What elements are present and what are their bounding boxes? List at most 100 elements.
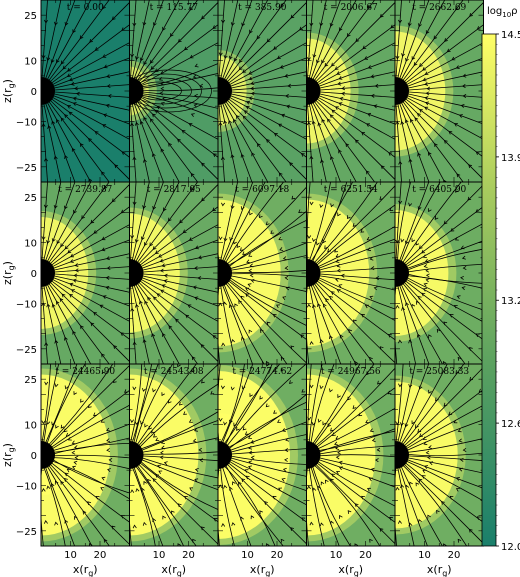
field-arrow — [339, 96, 344, 101]
field-arrow — [290, 14, 295, 19]
field-arrow — [460, 245, 465, 250]
field-arrow — [134, 303, 139, 308]
field-arrow — [306, 57, 311, 61]
field-arrow — [322, 239, 326, 244]
field-arrow — [178, 401, 183, 406]
field-arrow — [135, 56, 139, 61]
field-arrow — [143, 116, 147, 121]
field-line — [400, 101, 446, 182]
field-line — [44, 364, 78, 444]
field-arrow — [44, 342, 49, 346]
field-line — [137, 463, 218, 545]
field-arrow — [163, 207, 167, 212]
field-line — [395, 0, 402, 80]
field-arrow — [240, 206, 245, 211]
field-arrow — [194, 245, 199, 250]
field-arrow — [337, 394, 341, 399]
field-line — [398, 102, 430, 182]
field-arrow — [457, 428, 462, 433]
field-line — [228, 276, 307, 313]
field-arrow — [152, 205, 157, 210]
field-arrow — [341, 91, 345, 96]
field-arrow — [107, 94, 112, 99]
field-arrow — [352, 319, 357, 324]
field-arrow — [120, 332, 125, 337]
field-line — [229, 434, 307, 453]
field-arrow — [401, 306, 405, 311]
field-line — [218, 284, 221, 364]
field-arrow — [444, 38, 448, 42]
field-arrow — [212, 207, 216, 212]
x-axis-label: x(rg) — [427, 563, 452, 577]
field-arrow — [278, 236, 283, 241]
field-arrow — [248, 450, 253, 455]
field-line — [311, 182, 354, 263]
field-line — [227, 279, 307, 341]
field-arrow — [144, 300, 148, 305]
field-lines — [218, 182, 307, 364]
field-line — [228, 401, 307, 450]
y-axis-label: z(rg) — [1, 261, 16, 285]
field-arrow — [142, 205, 147, 210]
field-arrow — [239, 58, 243, 63]
field-line — [314, 367, 395, 447]
field-arrow — [79, 143, 84, 147]
field-arrow — [289, 380, 293, 384]
field-arrow — [312, 238, 316, 243]
field-arrow — [415, 482, 420, 487]
field-arrow — [200, 526, 205, 531]
field-arrow — [44, 157, 49, 162]
black-hole — [395, 441, 409, 469]
field-line — [131, 0, 150, 80]
field-arrow — [101, 369, 106, 374]
field-arrow — [73, 391, 78, 396]
field-arrow — [270, 230, 275, 234]
field-line — [46, 283, 92, 364]
field-arrow — [70, 81, 75, 86]
y-tick-label: 0 — [31, 451, 37, 462]
field-arrow — [424, 106, 429, 111]
field-arrow — [476, 26, 481, 30]
field-line — [224, 100, 287, 182]
field-arrow — [374, 83, 379, 88]
panel-10: t = 6405.90 — [394, 181, 484, 365]
field-arrow — [111, 16, 116, 21]
field-arrow — [330, 203, 335, 208]
field-arrow — [397, 520, 402, 524]
field-arrow — [74, 455, 79, 460]
field-arrow — [330, 291, 335, 295]
field-arrow — [233, 240, 237, 245]
field-arrow — [157, 464, 162, 469]
field-arrow — [130, 419, 135, 423]
field-lines — [218, 364, 307, 546]
field-arrow — [404, 119, 409, 124]
field-arrow — [408, 202, 413, 207]
field-arrow — [188, 123, 193, 127]
field-line — [395, 102, 402, 182]
field-arrow — [434, 215, 439, 220]
field-line — [138, 97, 218, 158]
field-arrow — [163, 273, 168, 278]
field-arrow — [89, 39, 93, 43]
field-arrow — [232, 481, 236, 486]
field-arrow — [398, 383, 403, 388]
field-line — [313, 182, 378, 264]
field-arrow — [221, 19, 226, 24]
field-arrow — [335, 435, 340, 440]
field-arrow — [414, 117, 419, 122]
field-arrow — [280, 186, 284, 191]
field-arrow — [309, 341, 314, 345]
field-line — [317, 458, 395, 488]
field-arrow — [435, 397, 439, 402]
field-line — [310, 0, 341, 80]
field-arrow — [106, 256, 110, 261]
field-arrow — [135, 488, 140, 493]
field-arrow — [457, 356, 462, 361]
field-arrow — [354, 503, 359, 507]
field-arrow — [248, 71, 253, 75]
field-arrow — [71, 450, 76, 455]
field-arrow — [191, 356, 196, 361]
field-arrow — [426, 455, 431, 460]
field-arrow — [103, 64, 108, 69]
field-line — [221, 466, 252, 546]
